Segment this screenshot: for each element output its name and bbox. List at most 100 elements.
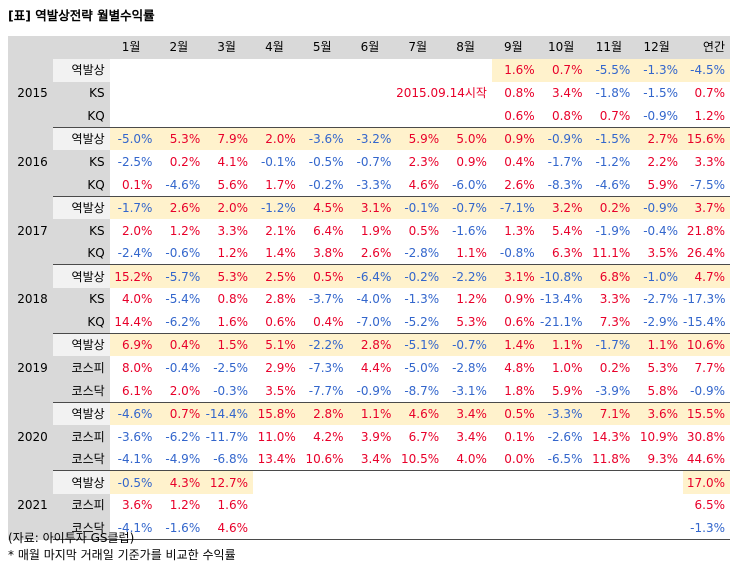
- annual-total-cell: 30.8%: [686, 429, 725, 444]
- value-cell: [396, 470, 445, 494]
- row-label: 코스닥: [52, 516, 110, 541]
- value-cell: -3.6%: [117, 429, 153, 444]
- value-cell: -4.0%: [356, 292, 392, 307]
- value-cell: -1.3%: [635, 58, 684, 82]
- value-cell: -5.0%: [109, 127, 158, 151]
- value-cell: [587, 470, 636, 494]
- value-cell: 2.6%: [157, 196, 206, 220]
- value-cell: -6.0%: [444, 173, 492, 197]
- value-cell: [157, 58, 206, 82]
- value-cell: 5.9%: [635, 173, 684, 197]
- value-cell: 5.9%: [396, 127, 445, 151]
- value-cell: [300, 516, 349, 541]
- row-label: KS: [52, 81, 110, 105]
- value-cell: -2.5%: [117, 154, 153, 169]
- value-cell: -3.7%: [308, 292, 344, 307]
- value-cell: -2.8%: [452, 360, 487, 375]
- annual-total-cell: 3.3%: [694, 154, 726, 169]
- value-cell: [396, 58, 445, 82]
- value-cell: 4.2%: [313, 429, 344, 444]
- value-cell: 2.1%: [265, 223, 296, 238]
- header-month: 11월: [587, 36, 636, 59]
- value-cell: 5.4%: [551, 223, 583, 238]
- annual-total-cell: 10.6%: [683, 333, 730, 357]
- value-cell: 1.7%: [253, 173, 301, 197]
- value-cell: 11.0%: [257, 429, 296, 444]
- year-cell: 2015: [8, 58, 53, 128]
- value-cell: -6.2%: [157, 310, 206, 335]
- value-cell: -0.5%: [109, 470, 158, 494]
- value-cell: 2.0%: [205, 196, 254, 220]
- table-row: 2018 역발상 15.2% -5.7% 5.3% 2.5% 0.5% -6.4% -0.2% -…: [8, 264, 730, 334]
- value-cell: 2.8%: [265, 292, 296, 307]
- value-cell: -1.5%: [643, 86, 679, 101]
- value-cell: [635, 516, 684, 541]
- value-cell: 1.9%: [360, 223, 392, 238]
- value-cell: [109, 58, 158, 82]
- value-cell: 2.9%: [265, 360, 296, 375]
- header-month: 2월: [157, 36, 206, 59]
- value-cell: -0.5%: [308, 154, 344, 169]
- value-cell: -0.7%: [444, 196, 492, 220]
- annual-total-cell: 15.6%: [683, 127, 730, 151]
- row-label: KQ: [52, 104, 110, 129]
- value-cell: 2.3%: [408, 154, 440, 169]
- value-cell: [587, 516, 636, 541]
- value-cell: 9.3%: [635, 448, 684, 472]
- value-cell: 0.8%: [217, 292, 249, 307]
- table-row: 코스피 3.6% 1.2% 1.6% 6.5%: [8, 493, 730, 517]
- row-label: KS: [52, 287, 110, 311]
- header-month: 1월: [109, 36, 158, 59]
- header-month: 4월: [253, 36, 301, 59]
- source-note: (자료: 아이투자 GS클럽): [8, 531, 135, 545]
- value-cell: -1.7%: [587, 333, 636, 357]
- table-row: KS 4.0% -5.4% 0.8% 2.8% -3.7% -4.0% -1.3% 1.2% 0.…: [8, 287, 730, 311]
- value-cell: 7.9%: [205, 127, 254, 151]
- value-cell: [300, 104, 349, 129]
- value-cell: [396, 104, 445, 129]
- value-cell: 6.4%: [313, 223, 344, 238]
- value-cell: -0.9%: [635, 104, 684, 129]
- value-cell: -1.3%: [404, 292, 440, 307]
- value-cell: 0.1%: [109, 173, 158, 197]
- value-cell: 3.2%: [539, 196, 588, 220]
- value-cell: -0.9%: [635, 196, 684, 220]
- year-cell: 2021: [8, 470, 53, 540]
- value-cell: 7.1%: [587, 402, 636, 426]
- row-label: 코스피: [52, 493, 110, 517]
- value-cell: -5.5%: [587, 58, 636, 82]
- value-cell: -1.9%: [595, 223, 631, 238]
- value-cell: [492, 494, 540, 517]
- value-cell: 1.0%: [551, 360, 583, 375]
- monthly-returns-table: 1월 2월 3월 4월 5월 6월 7월 8월 9월 10월 11월 12월 연간 2015 역발상 1.6…: [8, 36, 730, 541]
- value-cell: [301, 494, 349, 517]
- year-cell: 2020: [8, 402, 53, 471]
- value-cell: 6.8%: [587, 264, 636, 288]
- value-cell: 5.1%: [253, 333, 301, 357]
- annual-total-cell: 7.7%: [694, 360, 726, 375]
- value-cell: -0.6%: [157, 242, 206, 266]
- value-cell: -8.3%: [539, 173, 588, 197]
- value-cell: 2.8%: [300, 402, 349, 426]
- value-cell: -2.7%: [643, 292, 679, 307]
- value-cell: 1.6%: [217, 498, 249, 513]
- annual-total-cell: 44.6%: [683, 448, 730, 472]
- value-cell: 4.0%: [444, 448, 492, 472]
- row-label: KS: [52, 219, 110, 243]
- value-cell: 12.7%: [205, 470, 254, 494]
- value-cell: 4.3%: [157, 470, 206, 494]
- value-cell: -6.5%: [539, 448, 588, 472]
- value-cell: 1.4%: [253, 242, 301, 266]
- value-cell: 1.6%: [491, 58, 540, 82]
- value-cell: 10.6%: [300, 448, 349, 472]
- annual-total-cell: -7.5%: [683, 173, 730, 197]
- row-label: 역발상: [52, 196, 110, 220]
- value-cell: 6.3%: [539, 242, 588, 266]
- value-cell: [396, 494, 444, 517]
- value-cell: -3.6%: [300, 127, 349, 151]
- value-cell: -3.3%: [539, 402, 588, 426]
- value-cell: 3.4%: [444, 402, 492, 426]
- value-cell: 3.4%: [348, 448, 397, 472]
- table-row: KQ -2.4% -0.6% 1.2% 1.4% 3.8% 2.6% -2.8% 1.1% -0.…: [8, 242, 730, 266]
- year-cell: 2018: [8, 264, 53, 334]
